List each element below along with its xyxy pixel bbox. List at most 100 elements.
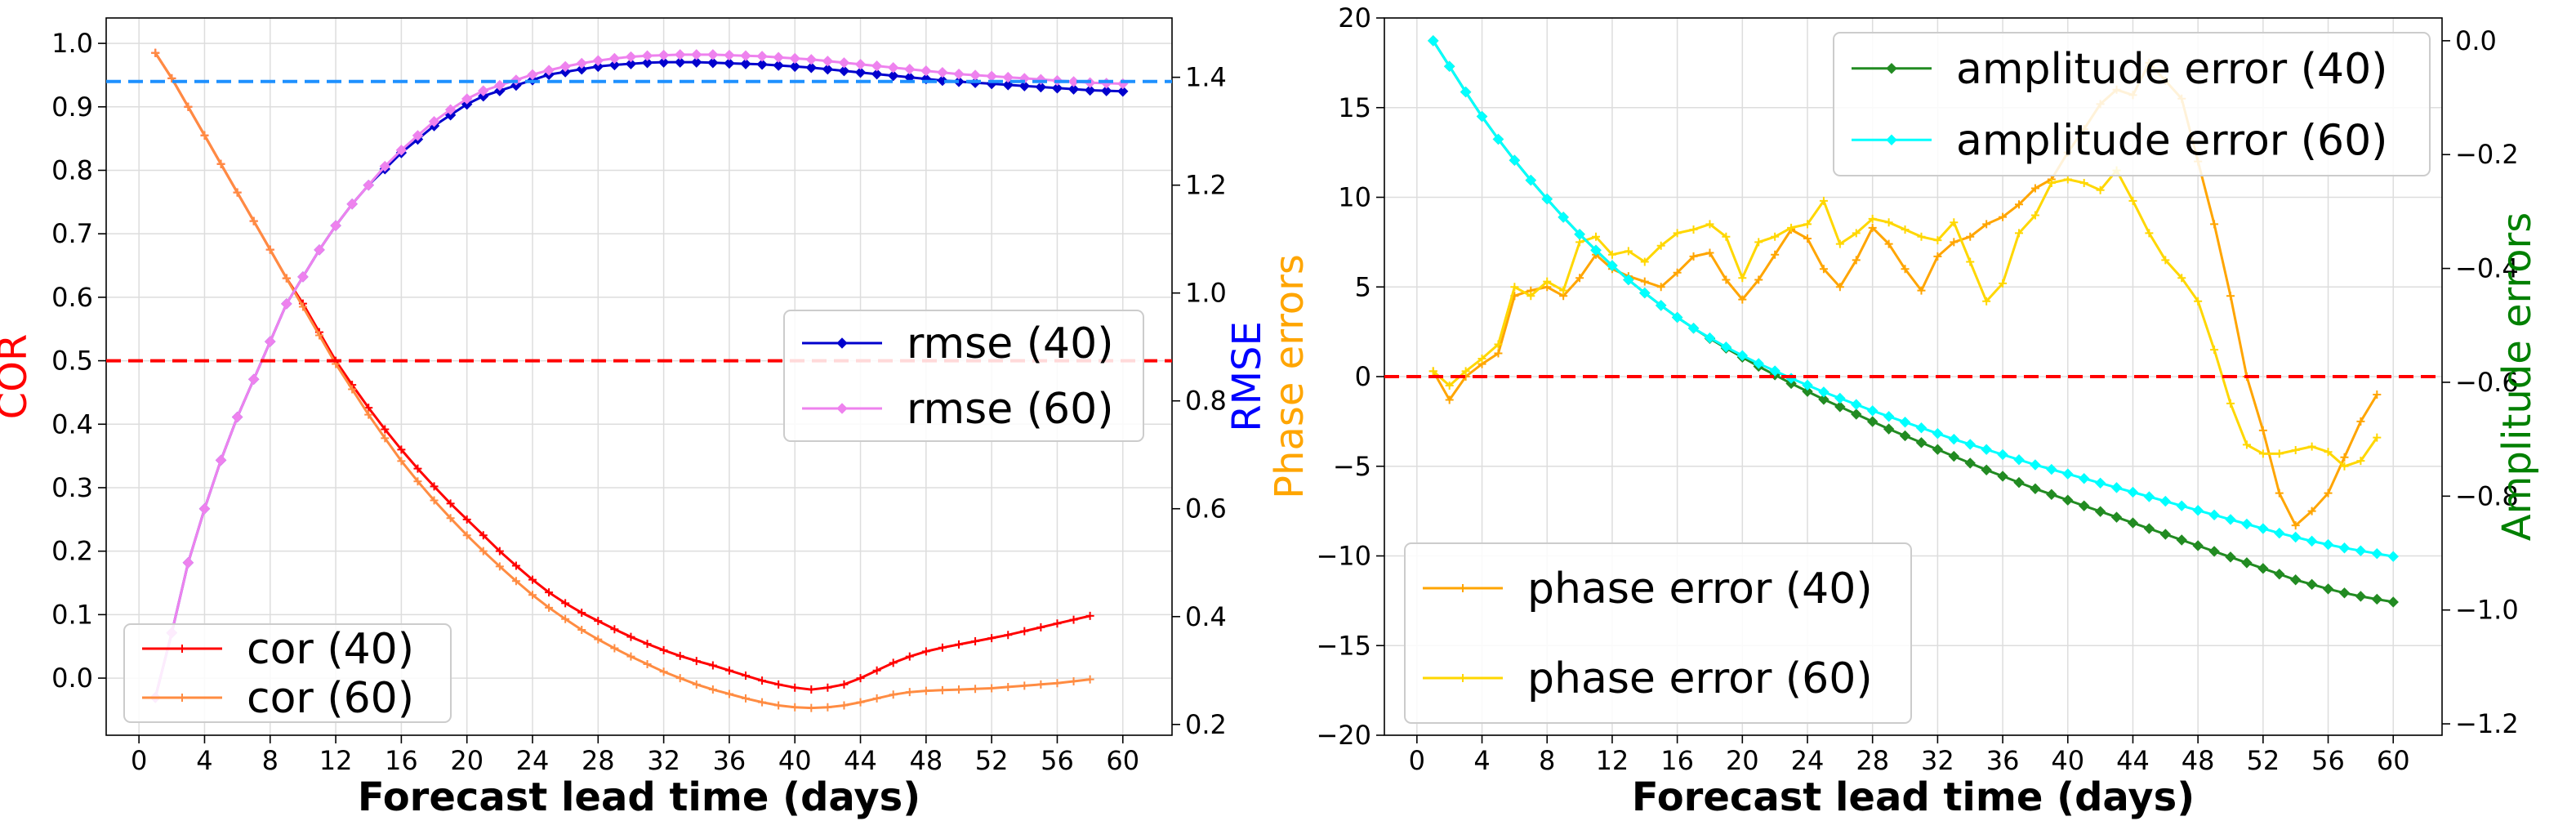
data-point: [1852, 256, 1861, 265]
data-point: [430, 482, 439, 491]
data-point: [1051, 83, 1063, 94]
data-point: [594, 635, 603, 644]
legend-1: cor (40)cor (60): [123, 623, 452, 723]
data-point: [1819, 265, 1828, 274]
data-point: [1818, 386, 1829, 398]
data-point: [1655, 300, 1667, 311]
data-point: [2306, 535, 2318, 547]
data-point: [1803, 234, 1812, 243]
data-point: [543, 65, 555, 76]
y-left-tick-label: 0: [1355, 361, 1371, 392]
data-point: [412, 130, 424, 141]
data-point: [446, 514, 455, 523]
x-tick-label: 16: [385, 745, 418, 776]
data-point: [1002, 71, 1014, 83]
data-point: [791, 683, 800, 692]
data-point: [2257, 523, 2269, 534]
data-point: [265, 245, 274, 254]
data-point: [904, 64, 916, 75]
data-point: [1803, 220, 1812, 229]
data-point: [971, 685, 980, 694]
x-tick-label: 28: [1856, 745, 1889, 776]
data-point: [2046, 463, 2057, 475]
data-point: [1771, 250, 1780, 259]
data-point: [478, 85, 489, 96]
data-point: [1754, 275, 1763, 284]
data-point: [1834, 392, 1846, 404]
data-point: [1901, 265, 1910, 274]
data-point: [823, 683, 832, 692]
data-point: [1656, 283, 1665, 292]
data-point: [1085, 611, 1094, 620]
data-point: [1933, 252, 1942, 261]
data-point: [1445, 381, 1454, 390]
data-point: [691, 49, 702, 60]
data-point: [559, 60, 571, 73]
y-left-tick-label: 10: [1338, 182, 1371, 213]
data-point: [774, 680, 783, 689]
data-point: [363, 179, 374, 191]
series-line-cor-40: [154, 51, 1090, 691]
data-point: [756, 51, 768, 62]
data-point: [2143, 523, 2155, 534]
legend-label: cor (40): [247, 625, 414, 674]
data-point: [823, 703, 832, 712]
chart-panel-1: 0 4 8 12 16 20 24 28 32 36 40 44 48 52 56 600.00.10.20.…: [0, 17, 1270, 820]
data-point: [756, 59, 768, 70]
data-point: [577, 609, 586, 618]
x-tick-label: 8: [262, 745, 279, 776]
data-point: [740, 58, 751, 69]
data-point: [2291, 445, 2300, 454]
data-point: [1802, 379, 1813, 391]
data-point: [182, 557, 194, 569]
data-point: [1999, 212, 2008, 221]
data-point: [659, 667, 668, 676]
data-point: [1492, 133, 1504, 145]
x-tick-label: 28: [582, 745, 615, 776]
data-point: [2322, 538, 2334, 551]
data-point: [986, 70, 997, 83]
data-point: [724, 666, 733, 675]
data-point: [675, 674, 684, 683]
data-point: [2127, 486, 2139, 498]
data-point: [297, 271, 309, 283]
data-point: [1933, 236, 1942, 245]
chart-panel-2: 0 4 8 12 16 20 24 28 32 36 40 44 48 52 56 60−20−15−10−5…: [1267, 2, 2540, 820]
data-point: [461, 93, 473, 105]
data-point: [2177, 274, 2186, 283]
data-point: [381, 434, 390, 443]
data-point: [1981, 464, 1992, 475]
data-point: [674, 56, 686, 68]
y-left-tick-label: 20: [1338, 2, 1371, 33]
data-point: [691, 56, 702, 68]
data-point: [2145, 229, 2154, 238]
y-left-tick-label: 0.5: [51, 346, 93, 377]
data-point: [314, 244, 325, 256]
y-left-tick-label: 15: [1338, 92, 1371, 123]
data-point: [1818, 394, 1829, 405]
data-point: [330, 220, 341, 231]
legend-swatch-marker: [836, 337, 848, 349]
data-point: [1624, 247, 1633, 256]
y-right-tick-label: 1.2: [1185, 170, 1227, 201]
data-point: [561, 599, 570, 608]
y-right-axis-label: RMSE: [1224, 321, 1270, 432]
data-point: [1004, 682, 1013, 691]
data-point: [200, 131, 209, 140]
y-left-tick-label: 0.0: [51, 663, 93, 694]
data-point: [1461, 367, 1470, 376]
data-point: [659, 645, 668, 654]
data-point: [2241, 518, 2253, 530]
plot-frame: [105, 17, 1173, 736]
data-point: [2176, 500, 2187, 511]
data-point: [1428, 367, 1437, 376]
data-point: [511, 561, 520, 570]
data-point: [1982, 220, 1991, 229]
data-point: [608, 52, 621, 65]
data-point: [887, 62, 899, 74]
data-point: [2241, 557, 2253, 569]
data-point: [1541, 193, 1553, 205]
data-point: [479, 547, 488, 556]
x-tick-label: 4: [196, 745, 212, 776]
data-point: [2176, 534, 2187, 546]
